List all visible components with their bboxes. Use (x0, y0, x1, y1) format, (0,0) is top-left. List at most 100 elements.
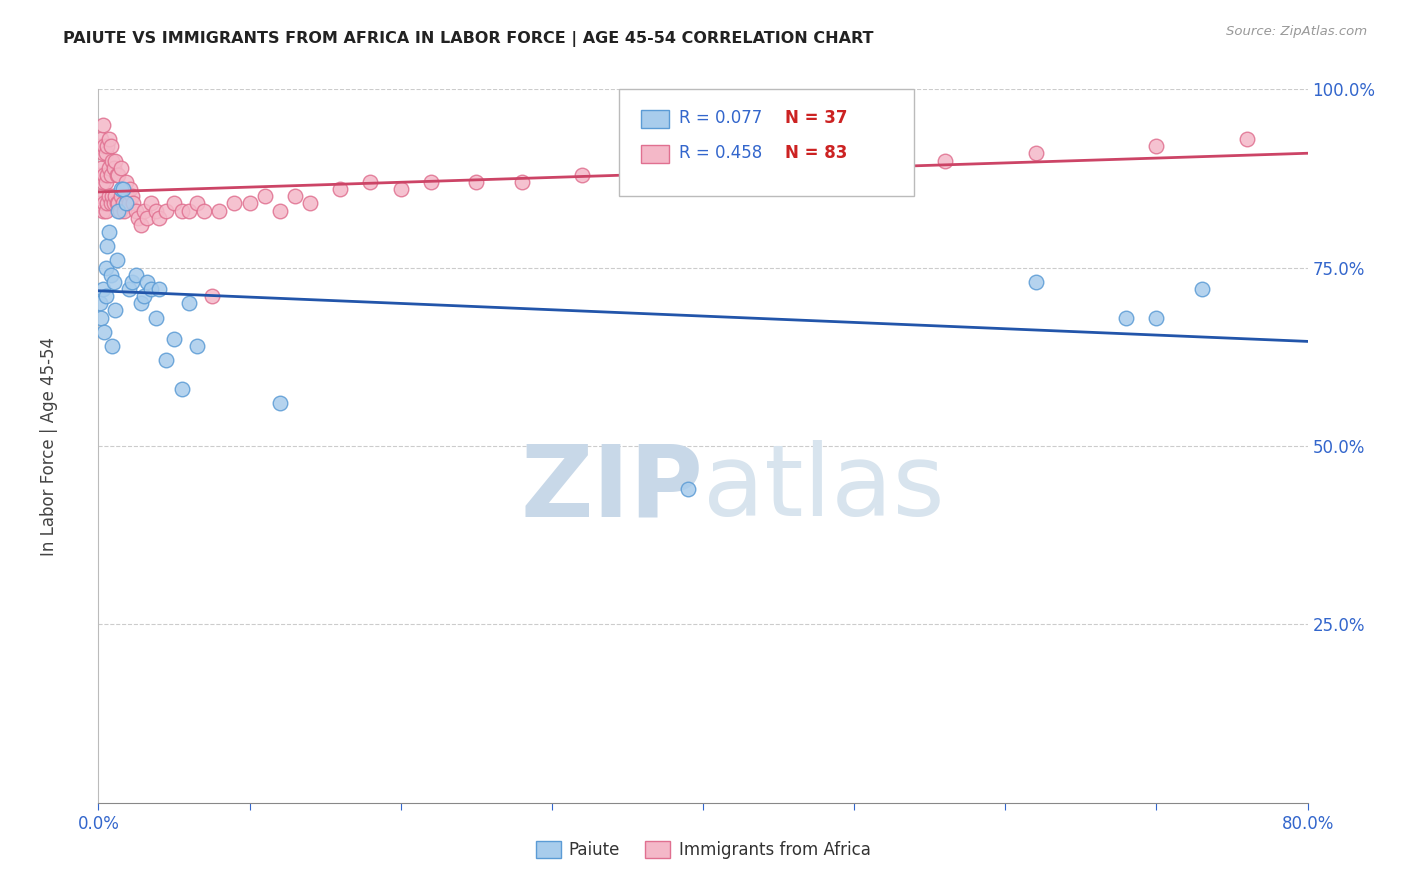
Point (145, 310, 167, 325)
Point (96, 139, 118, 153)
Point (105, 253, 128, 268)
Point (107, 203, 129, 218)
Point (360, 175, 382, 189)
Point (155, 353, 177, 368)
Text: atlas: atlas (703, 441, 945, 537)
Point (91, 175, 114, 189)
Text: R = 0.077: R = 0.077 (679, 109, 762, 127)
Point (89, 296, 111, 310)
Point (100, 168, 122, 182)
Point (420, 175, 443, 189)
Point (155, 203, 177, 218)
Point (148, 282, 170, 296)
Point (122, 196, 145, 211)
Point (114, 175, 136, 189)
Point (692, 161, 714, 175)
Point (93, 325, 115, 339)
Point (129, 296, 152, 310)
Point (125, 203, 148, 218)
Point (132, 203, 155, 218)
Point (93, 168, 115, 182)
Point (110, 189, 132, 203)
Point (1144, 310, 1167, 325)
Point (93, 196, 115, 211)
Point (299, 196, 322, 211)
Point (96, 196, 118, 211)
Point (112, 203, 135, 218)
Point (1191, 282, 1213, 296)
Point (125, 268, 148, 282)
Point (93, 139, 115, 153)
Text: Source: ZipAtlas.com: Source: ZipAtlas.com (1226, 25, 1367, 38)
Point (101, 189, 124, 203)
Point (179, 296, 201, 310)
Point (107, 168, 129, 182)
Point (148, 211, 170, 225)
Point (94, 289, 117, 303)
Point (186, 196, 208, 211)
Point (135, 211, 157, 225)
Point (129, 218, 152, 232)
Point (253, 189, 276, 203)
Text: N = 37: N = 37 (785, 109, 846, 127)
Point (284, 189, 307, 203)
Point (98, 161, 121, 175)
Point (91, 118, 114, 132)
Point (132, 289, 155, 303)
Point (768, 161, 790, 175)
Point (90, 161, 112, 175)
Point (100, 268, 122, 282)
Point (135, 275, 157, 289)
Point (111, 182, 134, 196)
Point (145, 203, 167, 218)
Point (208, 203, 231, 218)
Point (141, 282, 163, 296)
Point (91, 203, 114, 218)
Point (170, 203, 193, 218)
Point (1236, 132, 1258, 146)
Point (1115, 310, 1137, 325)
Point (98, 189, 121, 203)
Point (98, 132, 121, 146)
Point (121, 275, 143, 289)
Point (571, 168, 593, 182)
Point (90, 310, 112, 325)
Point (269, 396, 291, 410)
Text: N = 83: N = 83 (785, 145, 846, 162)
Point (179, 203, 201, 218)
Point (100, 196, 122, 211)
Point (163, 196, 186, 211)
Point (111, 196, 134, 211)
Point (1144, 139, 1167, 153)
Point (105, 196, 128, 211)
Point (90, 189, 112, 203)
Point (89, 139, 111, 153)
Point (631, 168, 654, 182)
Point (1024, 275, 1046, 289)
Point (1024, 146, 1046, 161)
Point (103, 275, 125, 289)
Point (844, 153, 866, 168)
Point (104, 153, 127, 168)
Point (105, 168, 128, 182)
Point (96, 168, 118, 182)
Point (103, 196, 125, 211)
Point (96, 239, 118, 253)
Text: R = 0.458: R = 0.458 (679, 145, 762, 162)
Point (118, 196, 141, 211)
Point (101, 339, 124, 353)
Point (163, 332, 186, 346)
Point (934, 153, 956, 168)
Point (141, 196, 163, 211)
Point (101, 153, 124, 168)
Point (91, 146, 114, 161)
Legend: Paiute, Immigrants from Africa: Paiute, Immigrants from Africa (529, 834, 877, 866)
Point (91, 282, 114, 296)
Point (121, 189, 143, 203)
Point (120, 182, 142, 196)
Point (89, 168, 111, 182)
Point (100, 139, 122, 153)
Point (114, 196, 136, 211)
Point (510, 175, 533, 189)
Text: ZIP: ZIP (520, 441, 703, 537)
